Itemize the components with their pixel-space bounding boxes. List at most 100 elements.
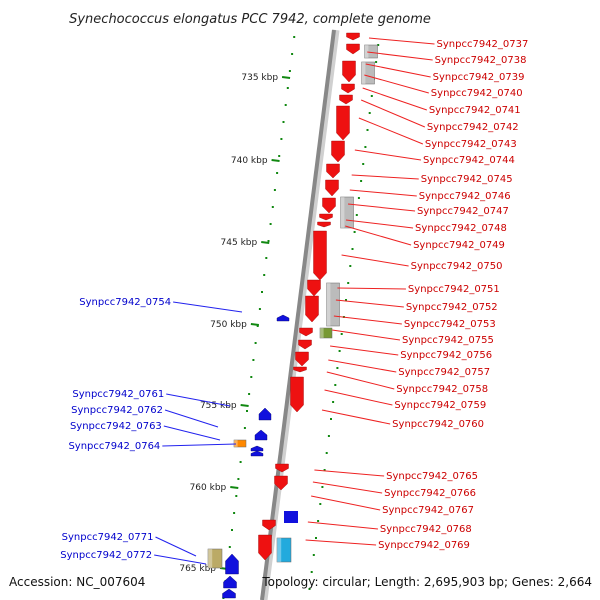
gene-label-right[interactable]: Synpcc7942_0738 bbox=[435, 55, 527, 66]
forward-gene-arrow[interactable] bbox=[326, 163, 340, 179]
gene-label-right[interactable]: Synpcc7942_0743 bbox=[425, 139, 517, 150]
gene-label-right[interactable]: Synpcc7942_0768 bbox=[380, 524, 472, 535]
guide-dot bbox=[347, 282, 350, 284]
gray-gene-block[interactable] bbox=[361, 61, 375, 85]
gene-label-right[interactable]: Synpcc7942_0752 bbox=[406, 302, 498, 313]
forward-gene-arrow[interactable] bbox=[275, 463, 289, 473]
reverse-gene-arrow[interactable] bbox=[250, 445, 264, 452]
guide-dot bbox=[357, 197, 360, 199]
gene-label-right[interactable]: Synpcc7942_0741 bbox=[429, 105, 521, 116]
cyan-gene-block[interactable] bbox=[276, 537, 292, 563]
forward-gene-arrow[interactable] bbox=[339, 94, 353, 105]
khaki-gene-block[interactable] bbox=[207, 548, 223, 569]
gray-gene-block[interactable] bbox=[364, 44, 378, 59]
kbp-tick bbox=[250, 323, 259, 326]
gene-label-right[interactable]: Synpcc7942_0758 bbox=[396, 384, 488, 395]
gene-label-right[interactable]: Synpcc7942_0750 bbox=[411, 261, 503, 272]
guide-dot bbox=[263, 274, 266, 276]
gray-gene-block-highlight bbox=[326, 283, 331, 326]
forward-gene-arrow[interactable] bbox=[307, 279, 321, 297]
label-leader-line bbox=[345, 219, 414, 229]
gene-label-right[interactable]: Synpcc7942_0749 bbox=[413, 240, 505, 251]
gene-labels: Synpcc7942_0737 Synpcc7942_0738 Synpcc7942… bbox=[60, 39, 528, 561]
gene-label-right[interactable]: Synpcc7942_0739 bbox=[433, 72, 525, 83]
forward-gene-arrow[interactable] bbox=[298, 339, 312, 350]
gray-gene-block[interactable] bbox=[326, 282, 340, 327]
reverse-gene-arrow[interactable] bbox=[222, 588, 236, 599]
gene-label-right[interactable]: Synpcc7942_0756 bbox=[400, 350, 492, 361]
gene-label-left[interactable]: Synpcc7942_0763 bbox=[70, 421, 162, 432]
gene-label-left[interactable]: Synpcc7942_0771 bbox=[62, 532, 154, 543]
forward-gene-arrow[interactable] bbox=[336, 105, 350, 141]
gene-label-right[interactable]: Synpcc7942_0767 bbox=[382, 505, 474, 516]
forward-gene-arrow[interactable] bbox=[319, 213, 333, 221]
forward-gene-arrow[interactable] bbox=[342, 60, 356, 83]
kbp-tick bbox=[281, 76, 291, 79]
gene-label-right[interactable]: Synpcc7942_0766 bbox=[384, 488, 476, 499]
forward-gene-arrow[interactable] bbox=[346, 32, 360, 41]
forward-gene-arrow[interactable] bbox=[295, 351, 309, 367]
gene-label-right[interactable]: Synpcc7942_0742 bbox=[427, 122, 519, 133]
gene-label-right[interactable]: Synpcc7942_0753 bbox=[404, 319, 496, 330]
forward-gene-arrow[interactable] bbox=[258, 534, 272, 561]
gene-label-right[interactable]: Synpcc7942_0765 bbox=[386, 471, 478, 482]
gene-label-right[interactable]: Synpcc7942_0751 bbox=[408, 284, 500, 295]
label-leader-line bbox=[312, 481, 383, 494]
forward-gene-arrow[interactable] bbox=[293, 366, 307, 373]
gene-label-right[interactable]: Synpcc7942_0746 bbox=[419, 191, 511, 202]
gene-label-right[interactable]: Synpcc7942_0740 bbox=[431, 88, 523, 99]
forward-gene-arrow[interactable] bbox=[262, 519, 276, 531]
orange-gene-block[interactable] bbox=[233, 439, 247, 448]
reverse-gene-arrow[interactable] bbox=[223, 575, 237, 589]
guide-dot bbox=[231, 529, 233, 531]
forward-gene-arrow[interactable] bbox=[313, 230, 327, 281]
gene-label-right[interactable]: Synpcc7942_0744 bbox=[423, 155, 515, 166]
guide-dot bbox=[258, 308, 261, 310]
kbp-ticks: 735 kbp 740 kbp 745 kbp 750 kbp 755 kbp 760 k… bbox=[179, 73, 291, 574]
forward-gene-arrow[interactable] bbox=[317, 221, 331, 228]
forward-gene-arrow[interactable] bbox=[322, 197, 336, 214]
gene-label-right[interactable]: Synpcc7942_0737 bbox=[437, 39, 529, 50]
olive-gene-block[interactable] bbox=[319, 327, 333, 339]
reverse-gene-arrow[interactable] bbox=[258, 407, 272, 421]
guide-dot bbox=[349, 265, 352, 267]
gene-label-right[interactable]: Synpcc7942_0759 bbox=[394, 400, 486, 411]
label-leader-line bbox=[368, 37, 435, 45]
kbp-label: 755 kbp bbox=[200, 401, 237, 411]
label-leader-line bbox=[349, 189, 417, 197]
gene-label-left[interactable]: Synpcc7942_0761 bbox=[72, 389, 164, 400]
forward-gene-arrow[interactable] bbox=[341, 83, 355, 94]
gene-label-right[interactable]: Synpcc7942_0745 bbox=[421, 174, 513, 185]
gene-label-left[interactable]: Synpcc7942_0764 bbox=[68, 441, 160, 452]
forward-gene-arrow[interactable] bbox=[325, 179, 339, 197]
orange-gene-block-highlight bbox=[234, 440, 238, 447]
forward-gene-arrow[interactable] bbox=[290, 376, 304, 413]
gene-label-left[interactable]: Synpcc7942_0772 bbox=[60, 550, 152, 561]
gene-label-right[interactable]: Synpcc7942_0747 bbox=[417, 206, 509, 217]
label-leader-line bbox=[351, 174, 419, 180]
gene-label-right[interactable]: Synpcc7942_0755 bbox=[402, 335, 494, 346]
gene-label-left[interactable]: Synpcc7942_0754 bbox=[79, 297, 171, 308]
reverse-gene-arrow[interactable] bbox=[276, 314, 290, 322]
reverse-gene-block[interactable] bbox=[284, 511, 298, 523]
guide-dot bbox=[293, 36, 296, 38]
guide-dot bbox=[317, 520, 320, 522]
gene-label-right[interactable]: Synpcc7942_0769 bbox=[378, 540, 470, 551]
forward-gene-arrow[interactable] bbox=[305, 295, 319, 323]
guide-dot bbox=[291, 53, 294, 55]
forward-gene-arrow[interactable] bbox=[331, 140, 345, 163]
reverse-gene-arrow[interactable] bbox=[225, 553, 239, 575]
gene-label-right[interactable]: Synpcc7942_0748 bbox=[415, 223, 507, 234]
topology-text: Topology: circular; Length: 2,695,903 bp… bbox=[261, 575, 592, 589]
gene-label-right[interactable]: Synpcc7942_0760 bbox=[392, 419, 484, 430]
label-leader-line bbox=[365, 63, 431, 78]
label-leader-line bbox=[166, 393, 231, 407]
forward-gene-arrow[interactable] bbox=[346, 43, 360, 55]
gene-label-right[interactable]: Synpcc7942_0757 bbox=[398, 367, 490, 378]
guide-dot bbox=[250, 376, 253, 378]
reverse-gene-arrow[interactable] bbox=[250, 450, 264, 457]
reverse-gene-arrow[interactable] bbox=[254, 429, 268, 441]
gene-label-left[interactable]: Synpcc7942_0762 bbox=[71, 405, 163, 416]
forward-gene-arrow[interactable] bbox=[274, 475, 288, 491]
forward-gene-arrow[interactable] bbox=[299, 327, 313, 337]
